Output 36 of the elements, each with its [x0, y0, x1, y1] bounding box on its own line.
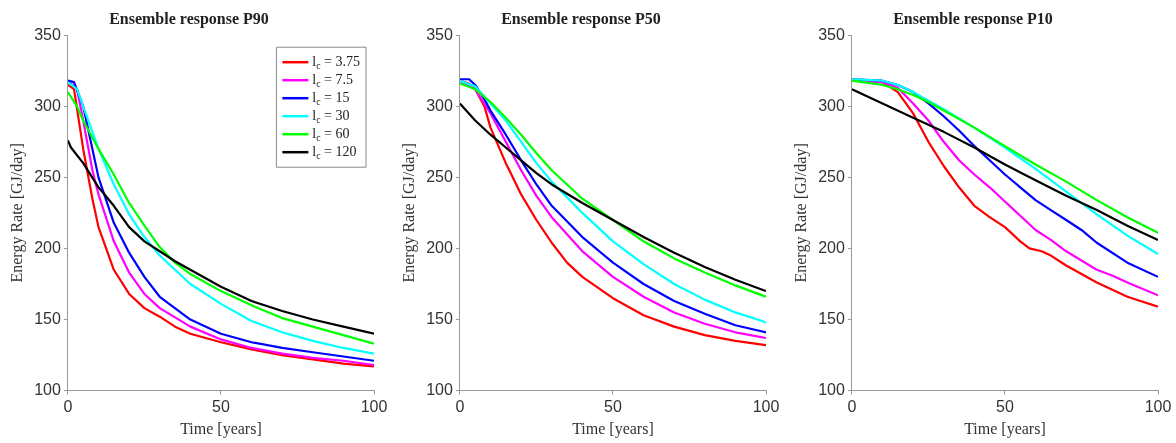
- y-tick-label: 350: [34, 25, 61, 43]
- y-tick-label: 150: [34, 309, 61, 327]
- y-tick-label: 200: [426, 238, 453, 256]
- y-tick-label: 100: [426, 381, 453, 399]
- chart-title: Ensemble response P10: [893, 9, 1053, 28]
- y-tick-label: 100: [818, 381, 845, 399]
- y-tick-label: 250: [426, 167, 453, 185]
- x-tick-label: 100: [752, 397, 780, 415]
- x-tick-label: 100: [360, 397, 388, 415]
- x-tick-label: 0: [63, 397, 73, 415]
- x-tick-label: 50: [212, 397, 230, 415]
- y-tick-label: 350: [818, 25, 845, 43]
- chart-title: Ensemble response P50: [501, 9, 661, 28]
- x-tick-label: 100: [1144, 397, 1172, 415]
- chart-title: Ensemble response P90: [109, 9, 269, 28]
- y-tick-label: 350: [426, 25, 453, 43]
- y-tick-label: 100: [34, 381, 61, 399]
- y-tick-label: 300: [426, 96, 453, 114]
- x-tick-label: 50: [996, 397, 1014, 415]
- y-tick-label: 150: [426, 309, 453, 327]
- y-axis-title: Energy Rate [GJ/day]: [399, 143, 418, 283]
- y-tick-label: 150: [818, 309, 845, 327]
- x-axis-title: Time [years]: [180, 419, 262, 438]
- x-axis-title: Time [years]: [964, 419, 1046, 438]
- y-tick-label: 200: [818, 238, 845, 256]
- y-tick-label: 250: [34, 167, 61, 185]
- x-tick-label: 50: [604, 397, 622, 415]
- x-tick-label: 0: [847, 397, 857, 415]
- y-tick-label: 250: [818, 167, 845, 185]
- y-tick-label: 200: [34, 238, 61, 256]
- x-tick-label: 0: [455, 397, 465, 415]
- y-tick-label: 300: [34, 96, 61, 114]
- x-axis-title: Time [years]: [572, 419, 654, 438]
- y-axis-title: Energy Rate [GJ/day]: [791, 143, 810, 283]
- y-tick-label: 300: [818, 96, 845, 114]
- y-axis-title: Energy Rate [GJ/day]: [7, 143, 26, 283]
